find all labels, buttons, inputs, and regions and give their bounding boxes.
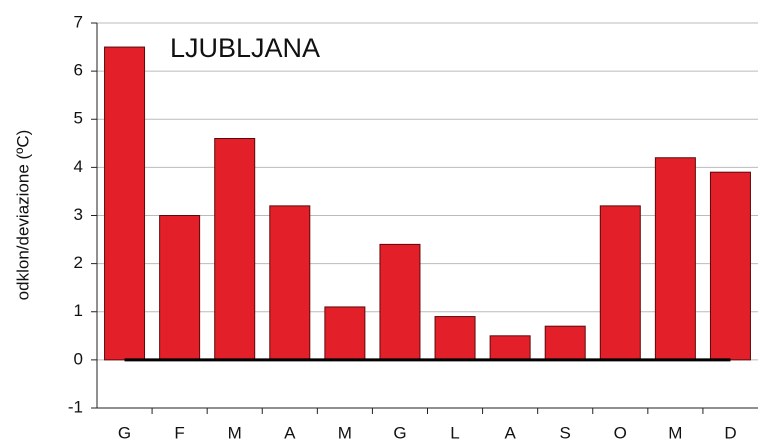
y-tick-label: -1 [68,397,83,416]
y-tick-label: 6 [74,61,83,80]
y-tick-label: 1 [74,301,83,320]
x-tick-label: S [560,423,571,442]
x-tick-label: O [614,423,627,442]
y-tick-label: 4 [74,157,83,176]
bar [379,243,421,361]
chart-title: LJUBLJANA [170,33,320,63]
bar [489,335,531,361]
bar [269,205,311,361]
bar [159,215,201,361]
bar [544,325,586,361]
bar [324,306,366,361]
y-tick-label: 5 [74,109,83,128]
x-tick-label: M [338,423,352,442]
bar [709,171,751,361]
y-tick-label: 2 [74,253,83,272]
x-tick-label: L [450,423,459,442]
x-tick-label: M [668,423,682,442]
x-tick-label: G [118,423,131,442]
x-tick-label: A [284,423,296,442]
x-tick-label: M [228,423,242,442]
bar [599,205,641,361]
x-tick-label: F [174,423,184,442]
y-tick-label: 0 [74,349,83,368]
bar [434,316,476,361]
y-tick-label: 3 [74,205,83,224]
x-tick-label: G [393,423,406,442]
bar [214,138,256,361]
x-tick-label: D [724,423,736,442]
bar [104,46,146,361]
y-axis-label: odklon/deviazione (ºC) [13,130,32,301]
y-tick-label: 7 [74,12,83,31]
bar [654,157,696,361]
x-tick-label: A [504,423,516,442]
